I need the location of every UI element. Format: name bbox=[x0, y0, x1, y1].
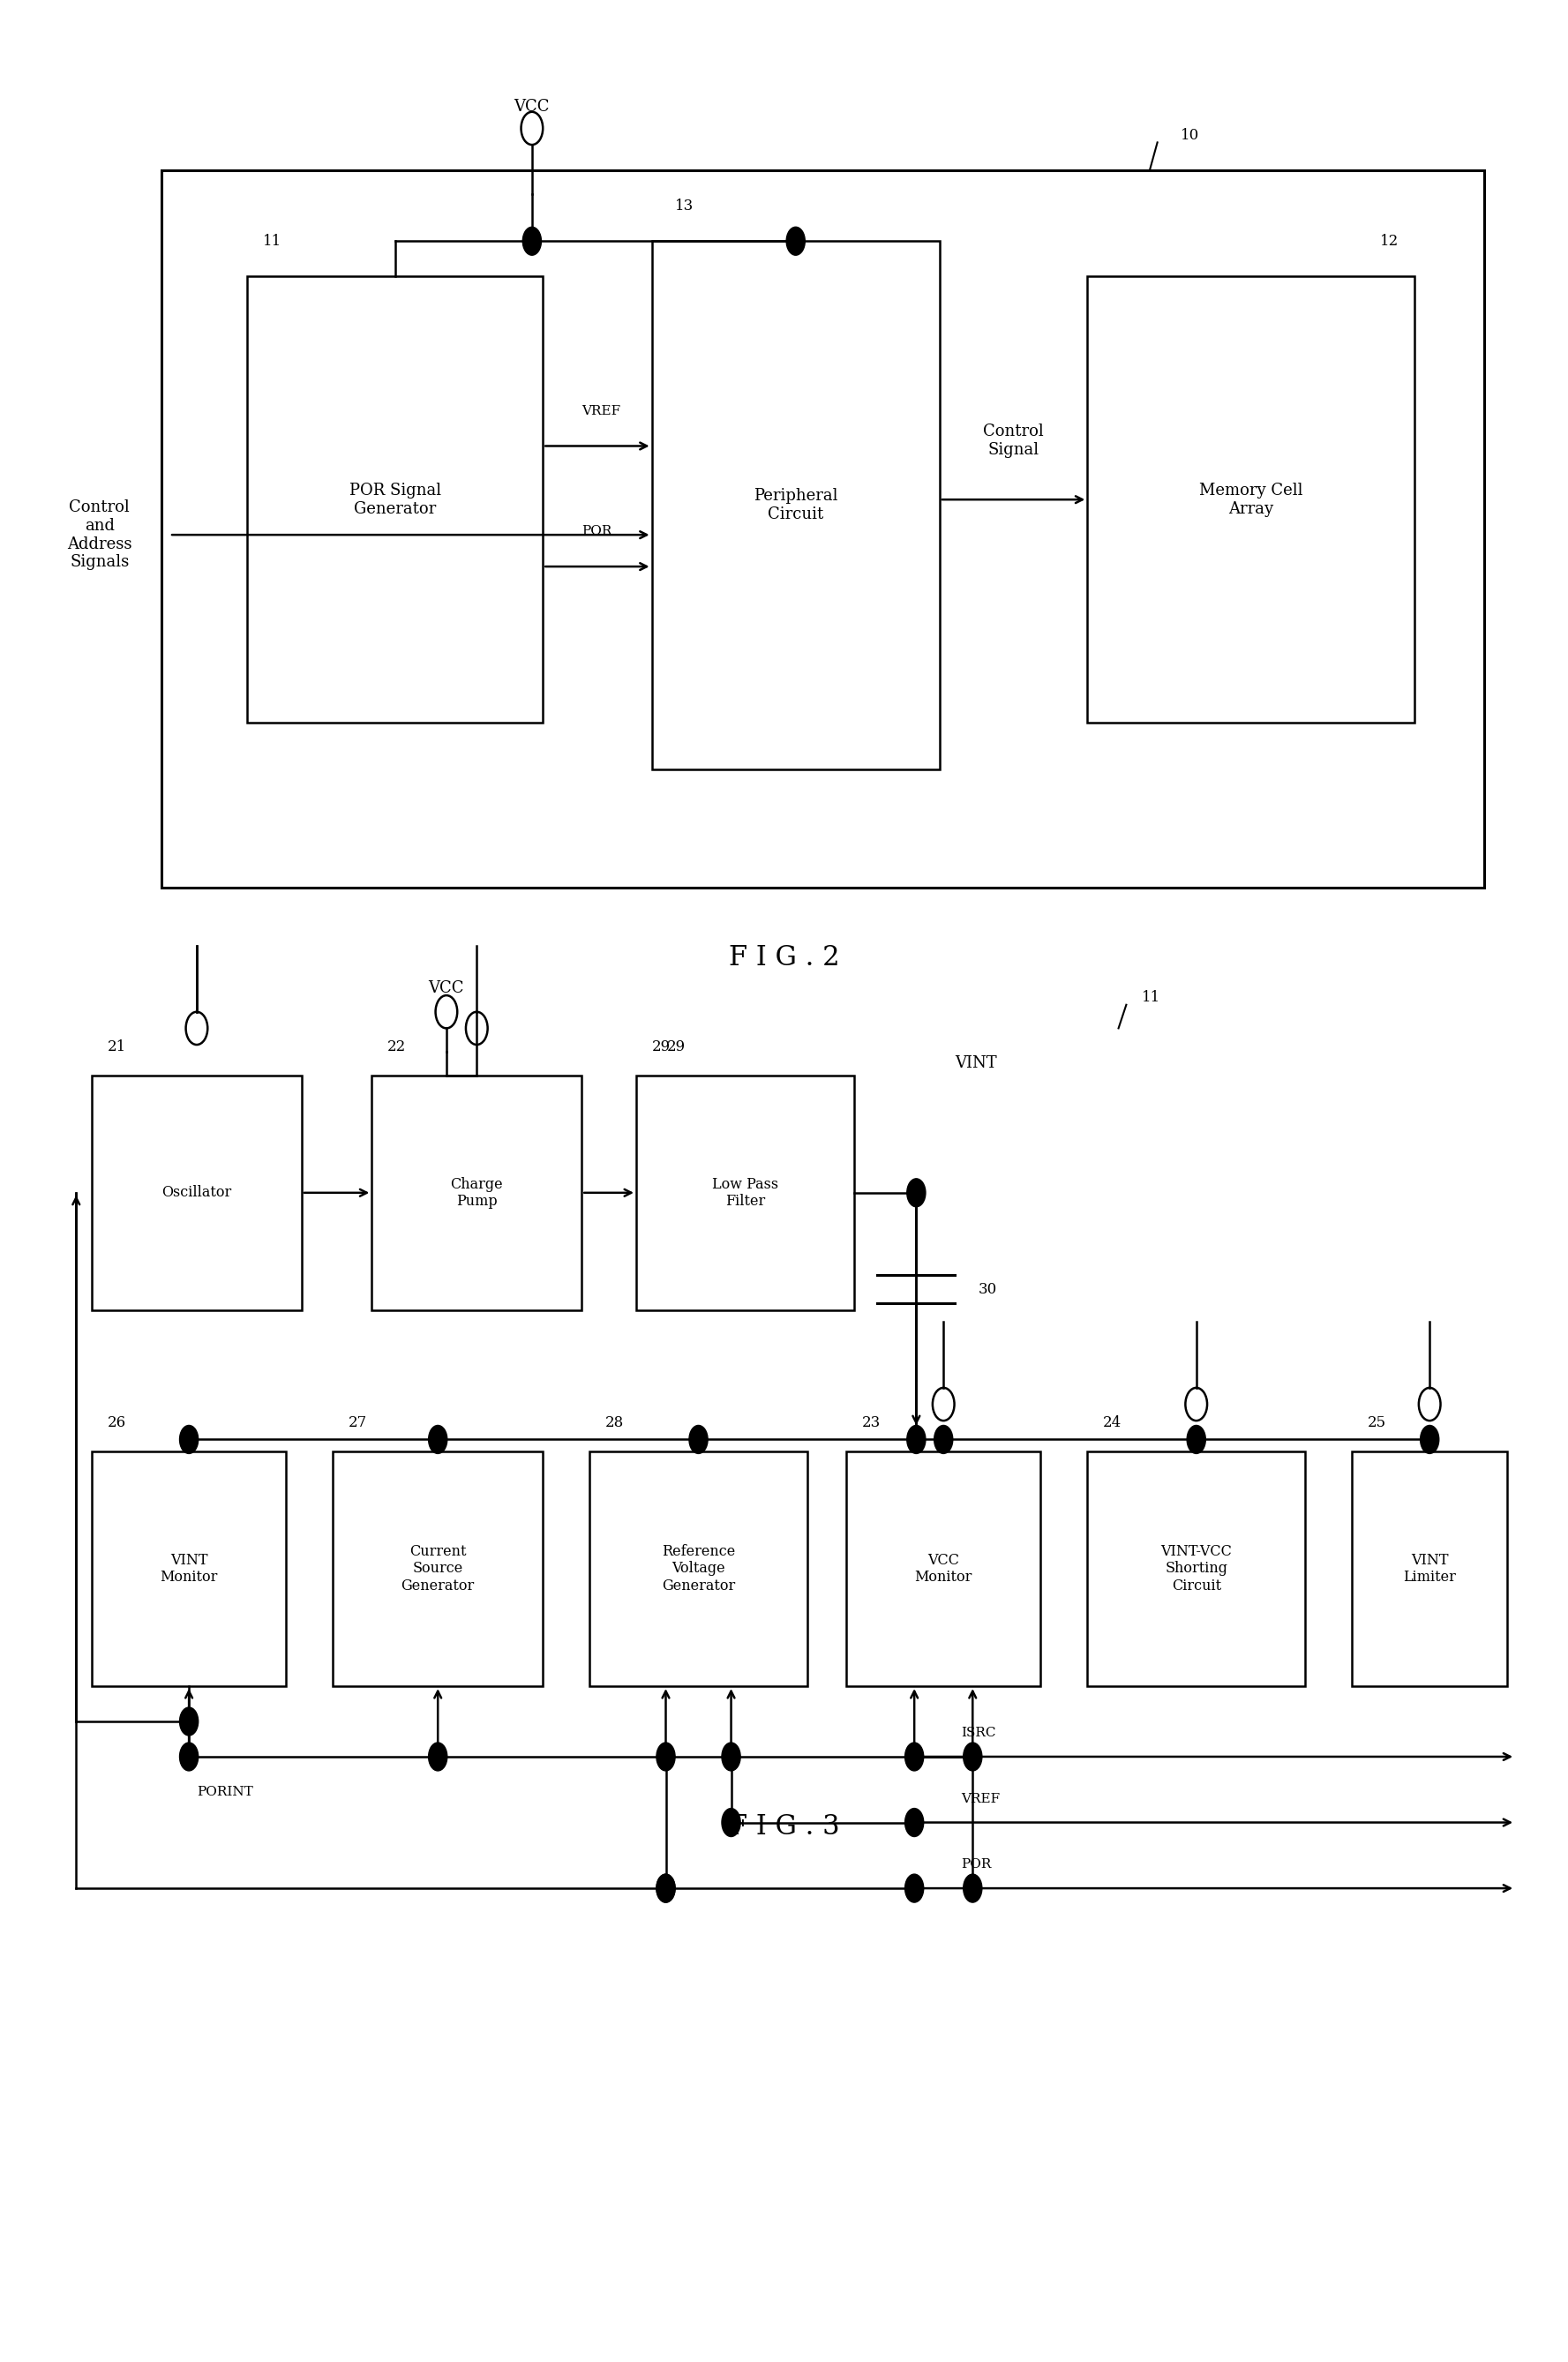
Text: Current
Source
Generator: Current Source Generator bbox=[401, 1545, 475, 1594]
Text: VREF: VREF bbox=[582, 404, 621, 418]
Circle shape bbox=[905, 1743, 924, 1772]
Bar bbox=[91, 1075, 301, 1311]
Text: F I G . 2: F I G . 2 bbox=[729, 945, 839, 971]
Text: Charge
Pump: Charge Pump bbox=[450, 1176, 503, 1209]
Circle shape bbox=[657, 1873, 676, 1901]
Bar bbox=[1087, 1450, 1305, 1686]
Text: Oscillator: Oscillator bbox=[162, 1186, 232, 1200]
Bar bbox=[1352, 1450, 1507, 1686]
Text: 24: 24 bbox=[1102, 1415, 1121, 1431]
Text: POR: POR bbox=[582, 524, 612, 539]
Bar bbox=[162, 170, 1483, 888]
Bar bbox=[332, 1450, 543, 1686]
Text: Peripheral
Circuit: Peripheral Circuit bbox=[754, 489, 837, 522]
Bar bbox=[637, 1075, 855, 1311]
Circle shape bbox=[428, 1424, 447, 1453]
Circle shape bbox=[963, 1743, 982, 1772]
Bar bbox=[91, 1450, 287, 1686]
Circle shape bbox=[905, 1809, 924, 1838]
Text: 27: 27 bbox=[348, 1415, 367, 1431]
Bar bbox=[248, 276, 543, 723]
Bar bbox=[1087, 276, 1414, 723]
Circle shape bbox=[180, 1708, 198, 1736]
Circle shape bbox=[522, 227, 541, 255]
Text: 12: 12 bbox=[1380, 234, 1399, 248]
Circle shape bbox=[1421, 1424, 1439, 1453]
Text: ISRC: ISRC bbox=[961, 1727, 996, 1738]
Text: 13: 13 bbox=[676, 198, 695, 213]
Circle shape bbox=[428, 1743, 447, 1772]
Text: Control
Signal: Control Signal bbox=[983, 423, 1044, 458]
Circle shape bbox=[657, 1743, 676, 1772]
Text: Memory Cell
Array: Memory Cell Array bbox=[1200, 482, 1303, 517]
Text: VINT
Monitor: VINT Monitor bbox=[160, 1552, 218, 1585]
Circle shape bbox=[688, 1424, 707, 1453]
Text: POR Signal
Generator: POR Signal Generator bbox=[350, 482, 441, 517]
Text: POR: POR bbox=[961, 1859, 991, 1871]
Circle shape bbox=[905, 1873, 924, 1901]
Text: VINT-VCC
Shorting
Circuit: VINT-VCC Shorting Circuit bbox=[1160, 1545, 1232, 1594]
Bar bbox=[590, 1450, 808, 1686]
Circle shape bbox=[906, 1424, 925, 1453]
Circle shape bbox=[1187, 1424, 1206, 1453]
Text: 22: 22 bbox=[387, 1039, 406, 1053]
Text: VCC
Monitor: VCC Monitor bbox=[914, 1552, 972, 1585]
Text: 30: 30 bbox=[978, 1283, 997, 1297]
Circle shape bbox=[721, 1743, 740, 1772]
Text: VINT
Limiter: VINT Limiter bbox=[1403, 1552, 1457, 1585]
Bar bbox=[652, 241, 939, 770]
Circle shape bbox=[657, 1873, 676, 1901]
Circle shape bbox=[906, 1179, 925, 1207]
Circle shape bbox=[180, 1424, 198, 1453]
Text: VCC: VCC bbox=[428, 980, 464, 997]
Text: 29: 29 bbox=[652, 1039, 671, 1053]
Text: 11: 11 bbox=[1142, 990, 1160, 1006]
Text: Control
and
Address
Signals: Control and Address Signals bbox=[67, 498, 132, 569]
Text: 21: 21 bbox=[107, 1039, 125, 1053]
Text: Low Pass
Filter: Low Pass Filter bbox=[712, 1176, 778, 1209]
Circle shape bbox=[935, 1424, 953, 1453]
Text: VREF: VREF bbox=[961, 1793, 1000, 1805]
Bar bbox=[847, 1450, 1041, 1686]
Text: F I G . 3: F I G . 3 bbox=[729, 1814, 839, 1840]
Text: 23: 23 bbox=[862, 1415, 881, 1431]
Text: 29: 29 bbox=[668, 1039, 685, 1053]
Text: 26: 26 bbox=[107, 1415, 125, 1431]
Text: 25: 25 bbox=[1367, 1415, 1386, 1431]
Bar bbox=[372, 1075, 582, 1311]
Text: 28: 28 bbox=[605, 1415, 624, 1431]
Circle shape bbox=[786, 227, 804, 255]
Text: 11: 11 bbox=[263, 234, 282, 248]
Text: VINT: VINT bbox=[955, 1056, 997, 1072]
Text: Reference
Voltage
Generator: Reference Voltage Generator bbox=[662, 1545, 735, 1594]
Circle shape bbox=[963, 1873, 982, 1901]
Text: VCC: VCC bbox=[514, 99, 550, 116]
Text: 10: 10 bbox=[1181, 128, 1200, 142]
Circle shape bbox=[180, 1743, 198, 1772]
Text: PORINT: PORINT bbox=[196, 1786, 252, 1797]
Circle shape bbox=[721, 1809, 740, 1838]
